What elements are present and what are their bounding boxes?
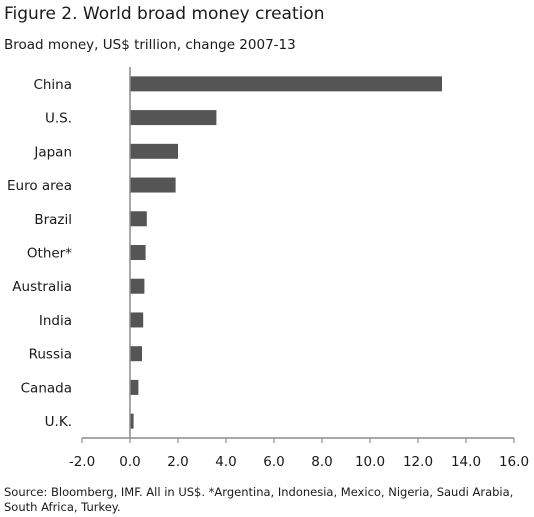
x-tick-label: -2.0 xyxy=(69,454,95,470)
chart-title: Figure 2. World broad money creation xyxy=(4,4,325,24)
category-label: Russia xyxy=(29,347,72,363)
bar-india xyxy=(130,312,144,328)
bar-chart: China U.S. Japan Euro area Brazil Other* Austr… xyxy=(7,67,529,470)
x-tick-label: 2.0 xyxy=(167,454,188,470)
category-label: Brazil xyxy=(34,212,72,228)
bar-u-s xyxy=(130,110,217,126)
category-label: India xyxy=(39,313,72,329)
x-tick-label: 10.0 xyxy=(355,454,385,470)
bar-russia xyxy=(130,346,142,362)
x-tick-label: 6.0 xyxy=(263,454,284,470)
tick-labels: -2.0 0.0 2.0 4.0 6.0 8.0 10.0 12.0 14.0 16.0 xyxy=(69,454,529,470)
bar-euro-area xyxy=(130,177,176,193)
category-label: China xyxy=(33,77,72,93)
x-tick-label: 0.0 xyxy=(119,454,140,470)
source-note: Source: Bloomberg, IMF. All in US$. *Arg… xyxy=(4,485,514,514)
bar-other xyxy=(130,245,146,260)
x-tick-label: 16.0 xyxy=(499,454,529,470)
bar-china xyxy=(130,76,442,92)
x-tick-label: 8.0 xyxy=(311,454,332,470)
category-label: Euro area xyxy=(7,178,72,194)
axes-group xyxy=(81,67,515,443)
category-label: U.K. xyxy=(45,414,72,430)
chart-subtitle: Broad money, US$ trillion, change 2007-1… xyxy=(4,37,296,53)
bar-australia xyxy=(130,278,145,294)
bar-canada xyxy=(130,379,139,395)
bar-brazil xyxy=(130,211,147,227)
x-tick-label: 12.0 xyxy=(403,454,433,470)
x-tick-label: 4.0 xyxy=(215,454,236,470)
category-label: Australia xyxy=(12,279,72,295)
category-label: Canada xyxy=(21,380,72,396)
category-label: Japan xyxy=(33,144,72,160)
bars-group xyxy=(130,76,442,429)
category-labels: China U.S. Japan Euro area Brazil Other* Austr… xyxy=(7,77,72,430)
category-label: U.S. xyxy=(45,111,72,127)
category-label: Other* xyxy=(27,246,72,262)
x-tick-label: 14.0 xyxy=(451,454,481,470)
bar-u-k xyxy=(130,413,134,429)
bar-japan xyxy=(130,143,178,159)
